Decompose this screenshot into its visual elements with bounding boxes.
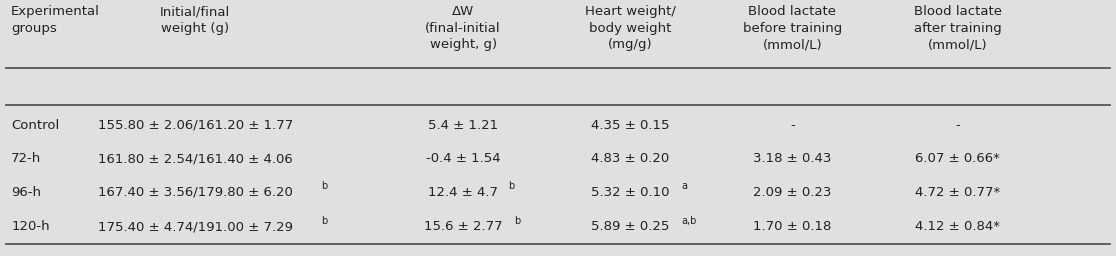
Text: a,b: a,b (681, 216, 696, 226)
Text: 96-h: 96-h (11, 186, 41, 198)
Text: Initial/final
weight (g): Initial/final weight (g) (161, 5, 230, 35)
Text: 15.6 ± 2.77: 15.6 ± 2.77 (424, 220, 502, 233)
Text: 2.09 ± 0.23: 2.09 ± 0.23 (753, 186, 831, 198)
Text: 1.70 ± 0.18: 1.70 ± 0.18 (753, 220, 831, 233)
Text: b: b (508, 181, 514, 191)
Text: 5.4 ± 1.21: 5.4 ± 1.21 (429, 119, 498, 132)
Text: 167.40 ± 3.56/179.80 ± 6.20: 167.40 ± 3.56/179.80 ± 6.20 (98, 186, 292, 198)
Text: b: b (321, 216, 327, 226)
Text: 4.35 ± 0.15: 4.35 ± 0.15 (591, 119, 670, 132)
Text: 6.07 ± 0.66*: 6.07 ± 0.66* (915, 152, 1000, 165)
Text: 5.89 ± 0.25: 5.89 ± 0.25 (591, 220, 670, 233)
Text: 175.40 ± 4.74/191.00 ± 7.29: 175.40 ± 4.74/191.00 ± 7.29 (98, 220, 292, 233)
Text: 120-h: 120-h (11, 220, 50, 233)
Text: 4.72 ± 0.77*: 4.72 ± 0.77* (915, 186, 1000, 198)
Text: Blood lactate
after training
(mmol/L): Blood lactate after training (mmol/L) (914, 5, 1001, 51)
Text: 161.80 ± 2.54/161.40 ± 4.06: 161.80 ± 2.54/161.40 ± 4.06 (98, 152, 292, 165)
Text: Experimental
groups: Experimental groups (11, 5, 100, 35)
Text: 4.12 ± 0.84*: 4.12 ± 0.84* (915, 220, 1000, 233)
Text: ΔW
(final-initial
weight, g): ΔW (final-initial weight, g) (425, 5, 501, 51)
Text: -: - (790, 119, 795, 132)
Text: -0.4 ± 1.54: -0.4 ± 1.54 (426, 152, 500, 165)
Text: -: - (955, 119, 960, 132)
Text: a: a (681, 181, 687, 191)
Text: Blood lactate
before training
(mmol/L): Blood lactate before training (mmol/L) (743, 5, 841, 51)
Text: 155.80 ± 2.06/161.20 ± 1.77: 155.80 ± 2.06/161.20 ± 1.77 (98, 119, 292, 132)
Text: b: b (513, 216, 520, 226)
Text: 5.32 ± 0.10: 5.32 ± 0.10 (591, 186, 670, 198)
Text: 3.18 ± 0.43: 3.18 ± 0.43 (753, 152, 831, 165)
Text: Heart weight/
body weight
(mg/g): Heart weight/ body weight (mg/g) (585, 5, 676, 51)
Text: b: b (321, 181, 327, 191)
Text: 72-h: 72-h (11, 152, 41, 165)
Text: Control: Control (11, 119, 59, 132)
Text: 12.4 ± 4.7: 12.4 ± 4.7 (429, 186, 498, 198)
Text: 4.83 ± 0.20: 4.83 ± 0.20 (591, 152, 670, 165)
